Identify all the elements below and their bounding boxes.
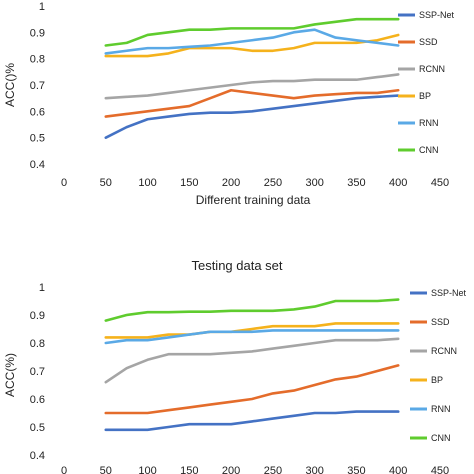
- y-tick-label: 0.4: [30, 159, 45, 171]
- y-tick-label: 0.6: [30, 106, 45, 118]
- legend-item: SSP-Net: [410, 288, 467, 298]
- x-tick-label: 400: [389, 177, 407, 189]
- series-line-rnn: [104, 329, 400, 345]
- y-tick-labels: 0.4 0.5 0.6 0.7 0.8 0.9 1: [30, 282, 45, 462]
- series-line-bp: [104, 33, 400, 58]
- y-tick-label: 0.8: [30, 338, 45, 350]
- legend-label: RNN: [431, 404, 451, 414]
- legend-label: RCNN: [419, 64, 445, 74]
- legend-label: CNN: [419, 145, 439, 155]
- x-axis-label: Different training data: [196, 193, 311, 207]
- legend-item: SSD: [410, 317, 450, 327]
- y-tick-label: 1: [39, 1, 45, 13]
- series-line-cnn: [104, 298, 400, 322]
- y-tick-label: 0.9: [30, 310, 45, 322]
- legend-item: BP: [410, 375, 443, 385]
- series-line-ssp-net: [104, 410, 400, 432]
- x-tick-label: 150: [180, 177, 198, 189]
- y-tick-label: 0.5: [30, 133, 45, 145]
- chart-title: Testing data set: [191, 258, 282, 273]
- series-line-rnn: [104, 28, 400, 55]
- series-line-bp: [104, 322, 400, 339]
- series-line-rcnn: [104, 337, 400, 384]
- y-axis-label: ACC()%: [3, 63, 17, 107]
- legend-item: RNN: [410, 404, 451, 414]
- x-tick-label: 200: [222, 177, 240, 189]
- x-tick-label: 50: [100, 465, 112, 474]
- y-tick-label: 0.7: [30, 80, 45, 92]
- x-tick-label: 100: [138, 465, 156, 474]
- x-tick-label: 300: [305, 177, 323, 189]
- x-tick-label: 250: [264, 177, 282, 189]
- legend-item: CNN: [410, 433, 451, 443]
- x-tick-label: 450: [431, 177, 449, 189]
- legend: SSP-Net SSD RCNN BP RNN CNN: [398, 10, 455, 155]
- x-tick-label: 350: [347, 177, 365, 189]
- series-line-rcnn: [104, 73, 400, 100]
- series-layer: [104, 17, 400, 139]
- y-tick-labels: 0.4 0.5 0.6 0.7 0.8 0.9 1: [30, 1, 45, 171]
- y-tick-label: 0.5: [30, 422, 45, 434]
- legend-item: CNN: [398, 145, 439, 155]
- x-tick-label: 150: [180, 465, 198, 474]
- testing-accuracy-chart: Testing data set 0.4 0.5 0.6 0.7 0.8 0.9 1 0 50…: [3, 258, 467, 474]
- x-tick-label: 250: [264, 465, 282, 474]
- legend-label: SSD: [419, 37, 438, 47]
- legend-label: SSD: [431, 317, 450, 327]
- legend-label: RCNN: [431, 346, 457, 356]
- x-tick-label: 400: [389, 465, 407, 474]
- legend-label: SSP-Net: [431, 288, 467, 298]
- x-tick-label: 50: [100, 177, 112, 189]
- legend-label: SSP-Net: [419, 10, 455, 20]
- x-tick-label: 350: [347, 465, 365, 474]
- legend-item: BP: [398, 91, 431, 101]
- legend-item: RCNN: [410, 346, 457, 356]
- legend-item: RNN: [398, 118, 439, 128]
- series-line-ssd: [104, 88, 400, 118]
- series-layer: [104, 298, 400, 432]
- y-tick-label: 0.9: [30, 27, 45, 39]
- series-line-cnn: [104, 17, 400, 47]
- y-tick-label: 0.7: [30, 366, 45, 378]
- x-tick-label: 0: [61, 465, 67, 474]
- legend-label: RNN: [419, 118, 439, 128]
- legend-item: SSP-Net: [398, 10, 455, 20]
- y-tick-label: 0.4: [30, 450, 45, 462]
- series-line-ssp-net: [104, 94, 400, 139]
- series-line-ssd: [104, 364, 400, 415]
- legend-label: BP: [419, 91, 431, 101]
- y-tick-label: 1: [39, 282, 45, 294]
- training-accuracy-chart: 0.4 0.5 0.6 0.7 0.8 0.9 1 0 50 100 150 200 250 300 35…: [3, 1, 455, 207]
- legend: SSP-Net SSD RCNN BP RNN CNN: [410, 288, 467, 443]
- y-tick-label: 0.6: [30, 394, 45, 406]
- x-tick-label: 100: [138, 177, 156, 189]
- x-tick-labels: 0 50 100 150 200 250 300 350 400 450: [61, 177, 449, 189]
- legend-label: BP: [431, 375, 443, 385]
- x-tick-label: 450: [431, 465, 449, 474]
- legend-item: RCNN: [398, 64, 445, 74]
- y-axis-label: ACC(%): [3, 353, 17, 397]
- legend-item: SSD: [398, 37, 438, 47]
- x-tick-label: 200: [222, 465, 240, 474]
- y-tick-label: 0.8: [30, 54, 45, 66]
- x-tick-label: 300: [305, 465, 323, 474]
- x-tick-label: 0: [61, 177, 67, 189]
- x-tick-labels: 0 50 100 150 200 250 300 350 400 450: [61, 465, 449, 474]
- legend-label: CNN: [431, 433, 451, 443]
